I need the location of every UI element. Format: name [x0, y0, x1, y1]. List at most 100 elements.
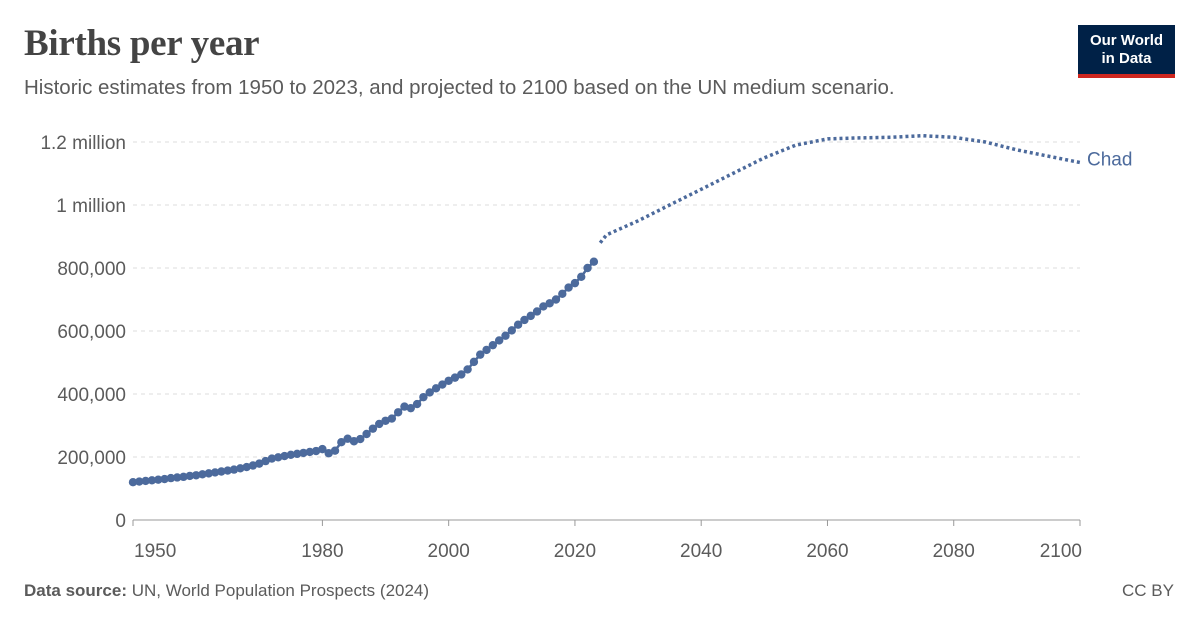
y-tick-label: 400,000 [57, 385, 126, 406]
data-point[interactable] [128, 478, 138, 487]
data-point[interactable] [299, 448, 308, 458]
data-point[interactable] [494, 336, 504, 345]
data-point[interactable] [204, 469, 213, 478]
data-point[interactable] [135, 477, 144, 486]
data-source-link[interactable]: UN, World Population Prospects (2024) [131, 581, 430, 600]
data-point[interactable] [280, 451, 289, 461]
data-point[interactable] [520, 315, 529, 325]
logo-accent-bar [1078, 74, 1175, 78]
data-point[interactable] [343, 434, 352, 443]
data-point[interactable] [147, 476, 157, 485]
data-point[interactable] [330, 446, 340, 455]
data-point[interactable] [172, 473, 182, 482]
x-tick-label: 2000 [428, 541, 470, 562]
data-point[interactable] [444, 376, 453, 385]
data-point[interactable] [349, 437, 359, 446]
x-tick-label: 2060 [806, 541, 848, 562]
data-point[interactable] [570, 278, 580, 288]
data-point[interactable] [255, 459, 264, 468]
license-link[interactable]: CC BY [1122, 581, 1174, 600]
y-axis: 0 200,000 400,000 600,000 800,000 1 million 1.… [40, 133, 126, 532]
data-point[interactable] [450, 373, 460, 382]
data-point[interactable] [267, 454, 277, 463]
data-point[interactable] [368, 424, 378, 433]
data-point[interactable] [337, 437, 346, 447]
x-tick-label: 2080 [933, 541, 975, 562]
x-tick-label: 1980 [301, 541, 343, 562]
series-line-projection[interactable] [598, 133, 1081, 244]
x-tick-label: 2020 [554, 541, 596, 562]
data-source: Data source: UN, World Population Prospe… [24, 581, 429, 601]
x-tick-label: 2100 [1040, 541, 1082, 562]
data-point[interactable] [577, 272, 586, 282]
data-point[interactable] [356, 434, 365, 444]
data-point[interactable] [438, 380, 447, 389]
data-point[interactable] [210, 468, 220, 477]
data-point[interactable] [154, 475, 163, 484]
data-point[interactable] [457, 370, 466, 379]
data-point[interactable] [362, 429, 371, 439]
data-point[interactable] [305, 447, 314, 457]
data-point[interactable] [141, 476, 150, 486]
data-point[interactable] [400, 402, 409, 411]
logo-line-2: in Data [1101, 50, 1152, 67]
data-point[interactable] [185, 471, 195, 481]
data-point[interactable] [166, 473, 176, 483]
x-axis: 1950 1980 2000 2020 2040 2060 2080 2100 [132, 519, 1082, 562]
data-point[interactable] [393, 408, 403, 417]
chart-title: Births per year [24, 23, 260, 64]
data-point[interactable] [564, 283, 573, 292]
data-point[interactable] [558, 289, 567, 299]
data-point[interactable] [261, 456, 270, 466]
series-line-historic[interactable] [132, 260, 595, 484]
y-tick-label: 800,000 [57, 259, 126, 280]
y-tick-label: 1.2 million [40, 133, 126, 154]
data-point[interactable] [551, 295, 561, 304]
y-tick-label: 200,000 [57, 448, 126, 469]
data-point[interactable] [198, 470, 207, 479]
x-tick-label: 2040 [680, 541, 722, 562]
data-point[interactable] [463, 365, 472, 374]
data-point[interactable] [589, 257, 599, 266]
data-point[interactable] [223, 466, 232, 475]
data-point[interactable] [286, 450, 296, 459]
owid-logo[interactable]: Our World in Data [1078, 25, 1175, 78]
series-layer [128, 133, 1081, 487]
data-point[interactable] [419, 392, 428, 402]
data-point[interactable] [311, 446, 321, 456]
data-point[interactable] [248, 461, 258, 470]
data-point[interactable] [191, 471, 201, 480]
series-label-chad[interactable]: Chad [1087, 149, 1132, 170]
data-point[interactable] [160, 474, 169, 484]
data-point[interactable] [274, 453, 283, 462]
y-tick-label: 600,000 [57, 322, 126, 343]
data-point[interactable] [242, 462, 251, 472]
data-point[interactable] [179, 472, 188, 482]
data-point[interactable] [532, 307, 542, 316]
data-point[interactable] [292, 449, 302, 459]
data-point[interactable] [513, 320, 523, 329]
data-point[interactable] [406, 403, 415, 413]
data-point[interactable] [381, 416, 390, 425]
data-point[interactable] [539, 302, 548, 311]
data-point[interactable] [387, 414, 397, 423]
data-point[interactable] [476, 350, 485, 359]
data-point[interactable] [545, 299, 554, 308]
data-point[interactable] [526, 311, 535, 321]
data-point[interactable] [583, 263, 592, 273]
data-point[interactable] [425, 388, 434, 397]
data-point[interactable] [324, 449, 333, 458]
data-point[interactable] [412, 399, 422, 409]
data-point[interactable] [469, 357, 479, 367]
data-point[interactable] [229, 465, 239, 474]
data-point[interactable] [507, 326, 516, 335]
data-point[interactable] [217, 467, 226, 476]
data-point[interactable] [431, 384, 441, 393]
data-point[interactable] [375, 419, 384, 429]
data-point[interactable] [318, 444, 327, 454]
data-point[interactable] [501, 331, 510, 340]
data-point[interactable] [488, 340, 498, 350]
data-point[interactable] [236, 464, 245, 473]
data-point[interactable] [482, 345, 491, 355]
